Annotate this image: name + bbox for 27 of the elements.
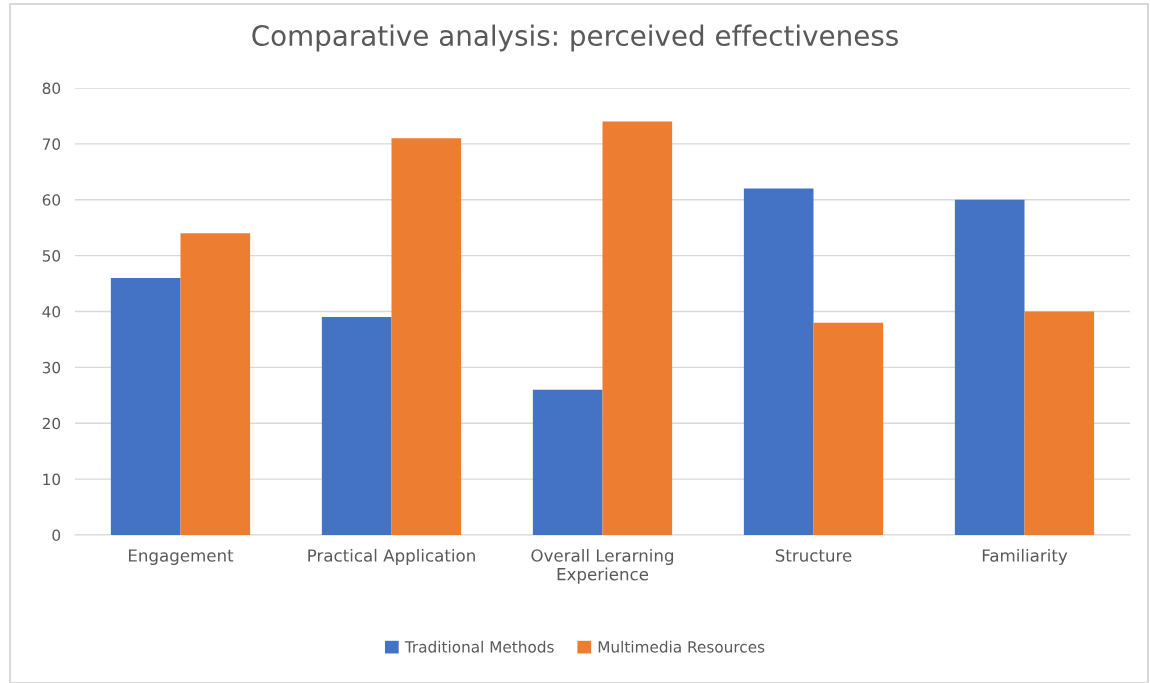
x-tick-label: Practical Application bbox=[308, 548, 475, 566]
bar bbox=[602, 121, 673, 535]
bar bbox=[813, 322, 884, 535]
x-tick-label: Structure bbox=[775, 549, 852, 562]
legend-label: Traditional Methods bbox=[404, 640, 554, 653]
bar bbox=[954, 199, 1025, 535]
y-tick-label: 80 bbox=[42, 82, 61, 95]
legend-label: Multimedia Resources bbox=[598, 640, 765, 653]
bar bbox=[180, 233, 251, 535]
bar bbox=[743, 188, 814, 535]
y-tick-label: 60 bbox=[42, 194, 61, 206]
y-tick-label: 50 bbox=[42, 250, 61, 262]
bar bbox=[532, 389, 603, 535]
chart-title: Comparative analysis: perceived effectiveness bbox=[252, 24, 898, 52]
x-tick-label: Overall Lerarning Experience bbox=[531, 548, 674, 584]
x-tick-label: Engagement bbox=[128, 549, 234, 566]
y-tick-label: 0 bbox=[52, 529, 61, 542]
bar bbox=[321, 317, 392, 535]
y-tick-label: 70 bbox=[42, 138, 61, 150]
bar bbox=[391, 138, 462, 535]
bar bbox=[1024, 311, 1095, 535]
y-tick-label: 30 bbox=[42, 361, 61, 374]
x-tick-label: Familiarity bbox=[982, 548, 1068, 566]
bar bbox=[110, 277, 181, 535]
y-tick-label: 40 bbox=[42, 305, 61, 318]
y-tick-label: 10 bbox=[43, 473, 61, 486]
y-tick-label: 20 bbox=[42, 417, 61, 430]
